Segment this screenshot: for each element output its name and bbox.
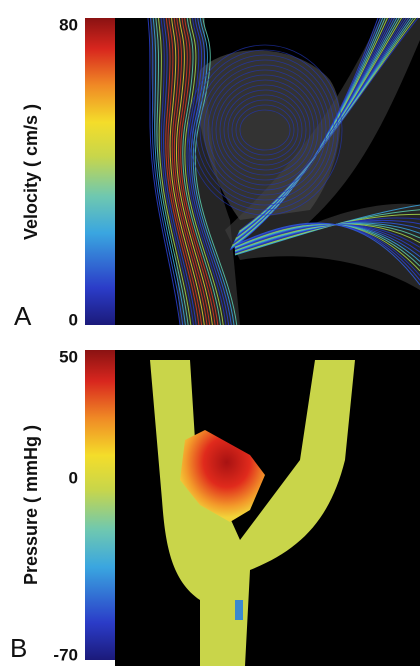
colorbar-label: Pressure ( mmHg )	[21, 425, 41, 585]
panel-letter: A	[14, 301, 32, 331]
colorbar-tick-label: 50	[59, 347, 78, 366]
streamline	[169, 17, 205, 326]
streamline	[165, 17, 200, 326]
pressure-hotspot	[180, 430, 265, 522]
streamline	[163, 17, 197, 326]
vortex-line	[191, 49, 339, 211]
streamline	[180, 17, 219, 326]
colorbar	[85, 18, 115, 325]
streamline	[239, 17, 419, 231]
vortex-line	[231, 99, 299, 161]
vortex-line	[203, 64, 327, 196]
streamline	[182, 17, 221, 326]
streamline	[178, 17, 216, 326]
streamline	[160, 17, 194, 326]
streamline	[192, 17, 235, 326]
vortex-line	[227, 94, 303, 166]
vessel	[150, 360, 355, 666]
vortex-line	[195, 54, 335, 206]
vortex-line	[199, 59, 331, 201]
streamline	[194, 17, 238, 326]
vessel	[150, 18, 240, 325]
streamline	[184, 17, 224, 326]
vortex-line	[219, 84, 311, 176]
colorbar	[85, 350, 115, 660]
vortex-line	[235, 104, 295, 156]
streamlines	[147, 17, 420, 326]
streamline	[171, 17, 208, 326]
streamline	[167, 17, 203, 326]
low-pressure	[235, 600, 243, 620]
colorbar-tick-label: 0	[69, 469, 78, 488]
streamline	[157, 17, 192, 326]
streamline	[173, 17, 211, 326]
vortex-line	[207, 69, 323, 191]
colorbar-tick-label: 0	[69, 310, 78, 329]
panel-letter: B	[10, 633, 27, 663]
streamline	[175, 17, 213, 326]
streamline	[150, 17, 184, 326]
colorbar-tick-label: -70	[53, 645, 78, 664]
colorbar-label: Velocity ( cm/s )	[21, 104, 41, 240]
colorbar-tick-label: 80	[59, 15, 78, 34]
vortex-line	[215, 79, 315, 181]
streamline	[147, 17, 181, 326]
streamline	[152, 17, 186, 326]
vortex-line	[187, 44, 343, 216]
streamline	[234, 222, 420, 286]
streamline	[188, 17, 230, 326]
vortex-line	[239, 109, 291, 151]
vortex-line	[223, 89, 307, 171]
vortex-line	[211, 74, 319, 186]
streamline	[155, 17, 189, 326]
